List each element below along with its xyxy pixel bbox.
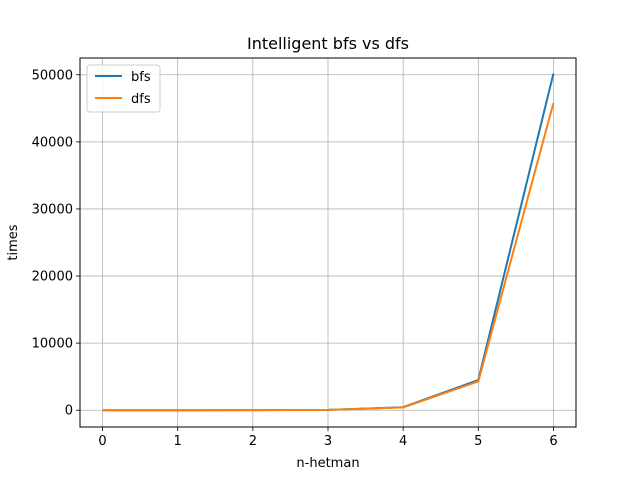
x-tick-label: 4 — [399, 434, 407, 449]
x-tick-label: 6 — [549, 434, 557, 449]
y-tick-label: 50000 — [32, 68, 73, 83]
x-tick-label: 2 — [249, 434, 257, 449]
legend: bfs dfs — [86, 64, 161, 113]
y-tick-label: 30000 — [32, 202, 73, 217]
y-tick-label: 20000 — [32, 270, 73, 285]
x-tick-label: 5 — [474, 434, 482, 449]
legend-label-dfs: dfs — [131, 92, 151, 107]
x-tick-label: 3 — [324, 434, 332, 449]
y-tick-label: 0 — [65, 404, 73, 419]
y-axis-ticks: 0 10000 20000 30000 40000 50000 — [32, 68, 80, 419]
y-tick-label: 40000 — [32, 135, 73, 150]
series-line-dfs — [102, 102, 555, 412]
chart-title: Intelligent bfs vs dfs — [247, 34, 409, 53]
x-axis-label: n-hetman — [296, 456, 359, 471]
x-axis-ticks: 0 1 2 3 4 5 6 — [98, 427, 558, 449]
series-lines — [102, 73, 555, 412]
y-tick-label: 10000 — [32, 337, 73, 352]
x-tick-label: 1 — [174, 434, 182, 449]
y-axis-label: times — [6, 224, 21, 260]
legend-label-bfs: bfs — [131, 70, 151, 85]
x-tick-label: 0 — [98, 434, 106, 449]
